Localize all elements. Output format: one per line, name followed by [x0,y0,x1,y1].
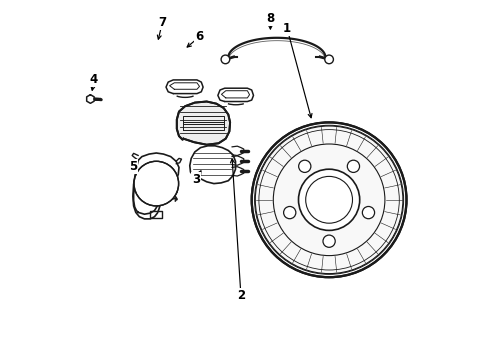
Text: 1: 1 [283,22,290,35]
Circle shape [324,55,333,64]
Circle shape [134,161,178,206]
Text: 3: 3 [191,173,200,186]
Circle shape [298,169,359,230]
Text: 4: 4 [90,73,98,86]
Circle shape [221,55,229,64]
Text: 8: 8 [266,12,274,25]
Text: 6: 6 [195,30,203,43]
Text: 7: 7 [158,16,166,29]
Circle shape [298,160,310,172]
Circle shape [346,160,359,172]
Polygon shape [177,102,230,145]
Circle shape [362,207,374,219]
Circle shape [251,122,406,277]
Text: 5: 5 [128,160,137,173]
Circle shape [283,207,295,219]
Circle shape [322,235,335,247]
Text: 2: 2 [236,289,244,302]
